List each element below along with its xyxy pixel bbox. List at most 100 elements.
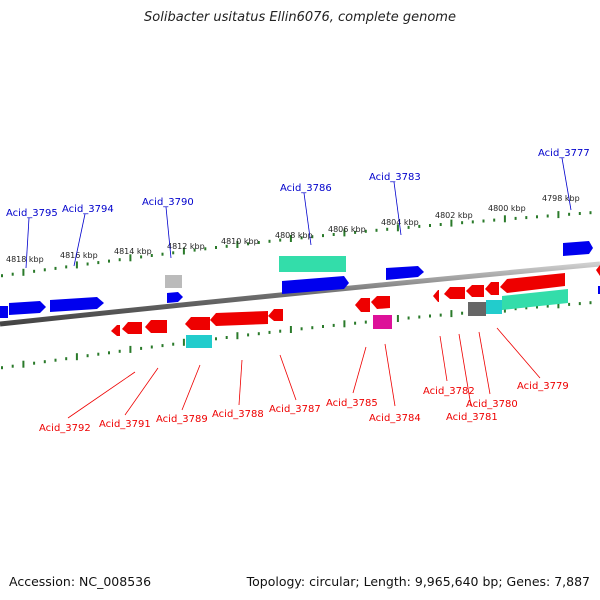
genome-stats-text: Topology: circular; Length: 9,965,640 bp… <box>246 574 590 589</box>
gene-label[interactable]: Acid_3788 <box>212 409 264 420</box>
genome-backbone <box>0 261 600 327</box>
leader-line <box>238 359 243 406</box>
gene-label[interactable]: Acid_3794 <box>62 204 114 215</box>
ruler-tick <box>1 274 3 278</box>
gene-label[interactable]: Acid_3786 <box>280 183 332 194</box>
ruler-tick <box>450 310 453 318</box>
ruler-tick <box>364 229 367 233</box>
gene-arrow[interactable] <box>122 322 142 334</box>
gene-label[interactable]: Acid_3784 <box>369 413 421 424</box>
ruler-tick <box>439 313 442 317</box>
ruler-tick <box>150 254 153 257</box>
leader-line <box>458 333 472 407</box>
gene-arrow[interactable] <box>433 290 439 302</box>
ruler-tick <box>97 261 100 265</box>
ruler-tick <box>257 332 260 336</box>
gene-label[interactable]: Acid_3780 <box>466 399 518 410</box>
gene-arrow[interactable] <box>145 320 167 333</box>
ruler-tick <box>450 219 453 227</box>
gene-arrow[interactable] <box>500 273 565 293</box>
gene-arrow[interactable] <box>355 298 370 312</box>
leader-line <box>124 367 159 416</box>
ruler-tick <box>215 246 217 249</box>
gene-label[interactable]: Acid_3790 <box>142 197 194 208</box>
gene-arrow[interactable] <box>485 282 499 295</box>
ruler-tick <box>43 360 46 364</box>
gene-label[interactable]: Acid_3787 <box>269 404 321 415</box>
gene-arrow[interactable] <box>466 285 484 297</box>
gene-arrow[interactable] <box>185 317 210 330</box>
gene-arrow[interactable] <box>371 296 390 309</box>
leader-line <box>165 206 172 259</box>
ruler-tick <box>514 216 517 220</box>
gray-feature[interactable] <box>165 275 182 288</box>
gene-arrow[interactable] <box>563 241 593 256</box>
gene-label[interactable]: Acid_3792 <box>39 423 91 434</box>
ruler-tick <box>461 311 464 315</box>
gene-arrow[interactable] <box>0 306 8 318</box>
gene-label[interactable]: Acid_3791 <box>99 419 151 430</box>
ruler-tick <box>289 326 292 333</box>
magenta-feature[interactable] <box>373 315 392 329</box>
gene-label[interactable]: Acid_3779 <box>517 381 569 392</box>
ruler-tick <box>22 268 25 276</box>
gene-arrow[interactable] <box>596 265 600 276</box>
ruler-tick <box>65 265 68 269</box>
ruler-labels: 4818 kbp 4816 kbp 4814 kbp 4812 kbp 4810… <box>6 194 580 264</box>
cyan-feature[interactable] <box>486 300 502 314</box>
ruler-label: 4810 kbp <box>221 237 259 246</box>
ruler-tick <box>322 234 324 238</box>
leader-line <box>478 331 491 395</box>
ruler-tick <box>215 337 217 341</box>
gene-label[interactable]: Acid_3783 <box>369 172 421 183</box>
gene-arrow[interactable] <box>268 309 283 321</box>
ruler-tick <box>279 329 282 333</box>
ruler-tick <box>407 225 410 229</box>
reverse-gene-labels: Acid_3792 Acid_3791 Acid_3789 Acid_3788 … <box>39 327 569 434</box>
ruler-tick <box>375 228 378 232</box>
ruler-tick <box>568 212 571 216</box>
dark-feature[interactable] <box>468 302 486 316</box>
rna-feature[interactable] <box>502 289 568 310</box>
gene-arrow[interactable] <box>9 301 46 315</box>
gene-arrow[interactable] <box>167 292 183 303</box>
ruler-tick <box>589 301 592 305</box>
rna-feature[interactable] <box>279 256 346 272</box>
ruler-tick <box>332 323 335 327</box>
ruler-tick <box>172 342 175 346</box>
gene-arrow[interactable] <box>210 311 268 326</box>
cyan-feature[interactable] <box>186 335 212 348</box>
ruler-tick <box>140 255 143 259</box>
gene-label[interactable]: Acid_3781 <box>446 412 498 423</box>
ruler-tick <box>161 252 164 256</box>
leader-line <box>439 335 448 382</box>
ruler-tick <box>129 345 132 353</box>
ruler-tick <box>429 224 431 227</box>
gene-arrow[interactable] <box>111 325 120 336</box>
gene-arrow[interactable] <box>444 287 465 299</box>
forward-gene-labels: Acid_3795 Acid_3794 Acid_3790 Acid_3786 … <box>6 148 590 269</box>
ruler-tick <box>536 305 538 309</box>
gene-label[interactable]: Acid_3777 <box>538 148 590 159</box>
leader-line <box>279 354 297 401</box>
gene-arrow[interactable] <box>386 266 424 280</box>
ruler-tick <box>108 259 110 263</box>
gene-label[interactable]: Acid_3782 <box>423 386 475 397</box>
ruler-tick <box>140 346 143 350</box>
ruler-tick <box>33 269 36 273</box>
gene-label[interactable]: Acid_3789 <box>156 414 208 425</box>
gene-label[interactable]: Acid_3795 <box>6 208 58 219</box>
ruler-tick <box>43 268 46 272</box>
ruler-tick <box>236 332 239 340</box>
ruler-tick <box>396 224 399 232</box>
gene-label[interactable]: Acid_3785 <box>326 398 378 409</box>
gene-arrow[interactable] <box>282 276 349 294</box>
ruler-tick <box>86 262 89 266</box>
ruler-tick <box>11 364 14 368</box>
gene-arrow[interactable] <box>50 297 104 312</box>
ruler-tick <box>364 320 367 324</box>
ruler-tick <box>247 333 250 337</box>
ruler-tick <box>354 321 357 325</box>
ruler-tick <box>568 302 571 306</box>
